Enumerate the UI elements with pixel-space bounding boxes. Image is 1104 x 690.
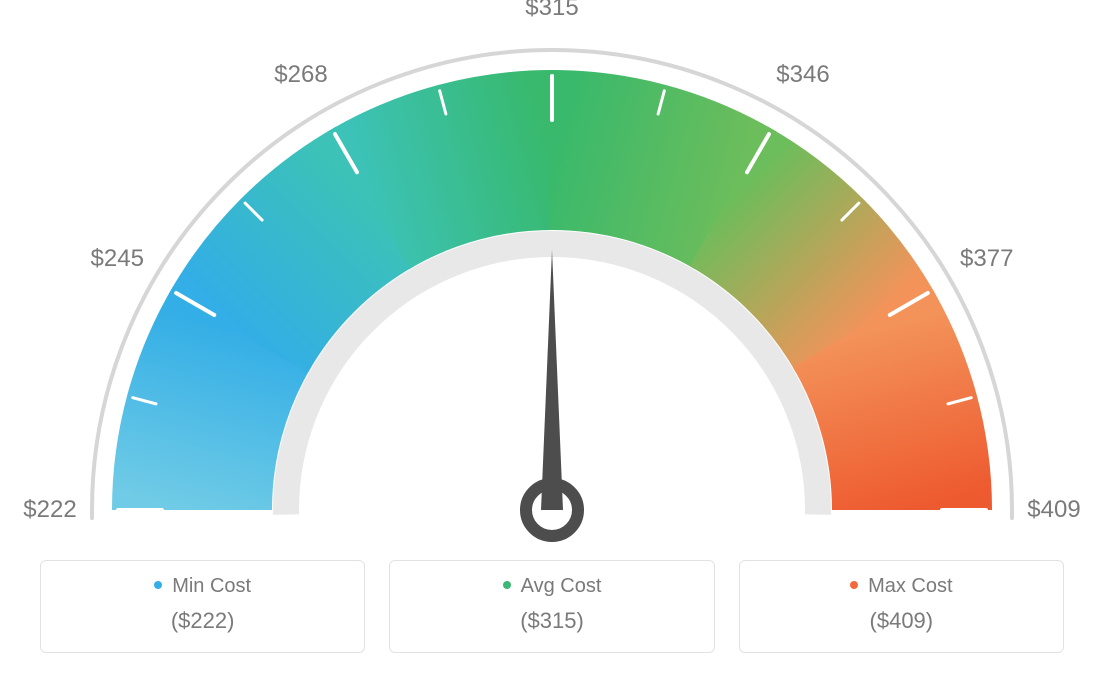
gauge-needle: [541, 250, 563, 510]
gauge-tick-label: $409: [1027, 496, 1080, 524]
legend-avg-title: Avg Cost: [390, 575, 713, 598]
legend-card-min: Min Cost ($222): [40, 560, 365, 653]
gauge-tick-label: $268: [274, 61, 327, 89]
gauge-tick-label: $222: [23, 496, 76, 524]
legend-avg-value: ($315): [390, 608, 713, 634]
legend-card-avg: Avg Cost ($315): [389, 560, 714, 653]
gauge-tick-label: $377: [960, 245, 1013, 273]
gauge-tick-label: $245: [91, 245, 144, 273]
gauge-chart: $222 $245 $268 $315 $346 $377 $409: [0, 0, 1104, 560]
legend-min-title: Min Cost: [41, 575, 364, 598]
gauge-tick-label: $315: [525, 0, 578, 22]
gauge-tick-label: $346: [776, 61, 829, 89]
legend-max-title: Max Cost: [740, 575, 1063, 598]
legend-min-value: ($222): [41, 608, 364, 634]
legend-row: Min Cost ($222) Avg Cost ($315) Max Cost…: [0, 560, 1104, 653]
legend-max-value: ($409): [740, 608, 1063, 634]
legend-card-max: Max Cost ($409): [739, 560, 1064, 653]
gauge-svg: [0, 0, 1104, 560]
